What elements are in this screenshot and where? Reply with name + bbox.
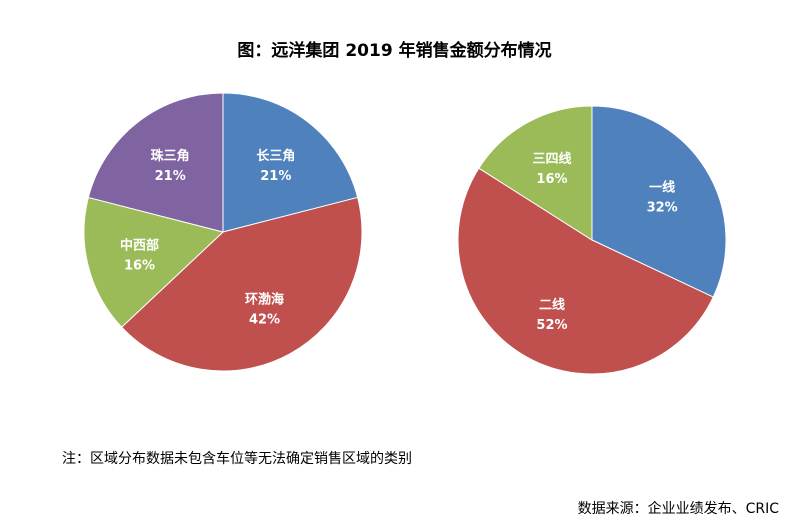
slice-category-label: 珠三角 xyxy=(151,148,190,164)
city-tier-pie: 一线 32% 二线 52% 三四线 16% xyxy=(457,105,727,375)
footnote: 注：区域分布数据未包含车位等无法确定销售区域的类别 xyxy=(62,451,412,467)
pie-slice xyxy=(120,196,363,372)
slice-value-label: 21% xyxy=(260,169,291,184)
pie-slice xyxy=(87,92,224,233)
slice-value-label: 21% xyxy=(155,169,186,184)
pie-slice xyxy=(83,196,225,328)
slice-category-label: 三四线 xyxy=(532,151,571,167)
slice-value-label: 42% xyxy=(249,313,280,328)
slice-value-label: 52% xyxy=(536,318,567,333)
slice-category-label: 长三角 xyxy=(256,148,295,164)
region-pie: 长三角 21% 环渤海 42% 中西部 16% 珠三角 21% xyxy=(83,92,363,372)
slice-category-label: 环渤海 xyxy=(245,292,284,308)
pie-slice xyxy=(457,167,714,375)
slice-category-label: 中西部 xyxy=(120,237,159,253)
slice-value-label: 16% xyxy=(124,258,155,273)
slice-value-label: 32% xyxy=(647,200,678,215)
chart-title: 图：远洋集团 2019 年销售金额分布情况 xyxy=(237,41,552,61)
slice-value-label: 16% xyxy=(536,172,567,187)
pie-slice xyxy=(222,92,359,233)
pie-slice xyxy=(591,105,727,298)
slice-category-label: 二线 xyxy=(539,297,565,313)
data-source: 数据来源：企业业绩发布、CRIC xyxy=(577,501,779,517)
slice-category-label: 一线 xyxy=(649,179,675,195)
pie-slice xyxy=(478,105,593,241)
